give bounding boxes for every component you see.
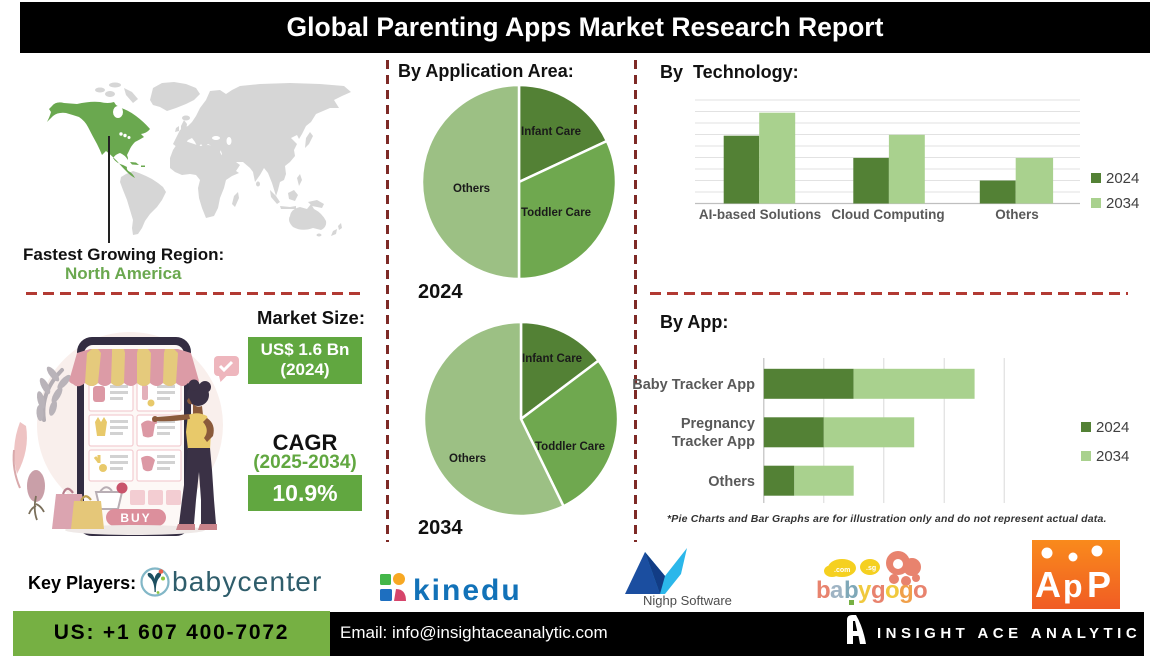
svg-text:y: y <box>858 577 872 604</box>
svg-text:o: o <box>913 577 928 604</box>
svg-text:2024: 2024 <box>1096 419 1129 436</box>
svg-text:.com: .com <box>834 567 850 574</box>
svg-text:2034: 2034 <box>1106 195 1139 212</box>
svg-text:Cloud Computing: Cloud Computing <box>831 207 944 222</box>
svg-text:Pregnancy: Pregnancy <box>681 416 755 432</box>
svg-text:P: P <box>1087 564 1111 605</box>
svg-text:Baby Tracker App: Baby Tracker App <box>632 377 755 393</box>
svg-text:Tracker App: Tracker App <box>672 434 755 450</box>
svg-text:Infant Care: Infant Care <box>522 353 582 365</box>
svg-text:Others: Others <box>449 453 486 465</box>
svg-text:A: A <box>1035 564 1061 605</box>
svg-text:b: b <box>844 577 859 604</box>
svg-text:b: b <box>816 577 831 604</box>
svg-text:p: p <box>1063 568 1083 604</box>
svg-text:AI-based Solutions: AI-based Solutions <box>699 207 821 222</box>
svg-text:o: o <box>885 577 900 604</box>
svg-text:Nighp Software: Nighp Software <box>643 593 732 608</box>
svg-text:a: a <box>830 577 844 604</box>
svg-text:babycenter: babycenter <box>172 566 323 597</box>
svg-text:Toddler Care: Toddler Care <box>535 441 605 453</box>
svg-text:Infant Care: Infant Care <box>521 126 581 138</box>
svg-text:g: g <box>899 577 914 604</box>
svg-text:Others: Others <box>708 474 755 490</box>
svg-text:BUY: BUY <box>120 511 151 525</box>
svg-text:Others: Others <box>995 207 1039 222</box>
svg-text:2034: 2034 <box>1096 448 1129 465</box>
svg-text:kinedu: kinedu <box>413 574 522 607</box>
svg-text:Toddler Care: Toddler Care <box>521 207 591 219</box>
svg-text:Others: Others <box>453 183 490 195</box>
svg-text:.sg: .sg <box>866 565 876 572</box>
svg-text:g: g <box>871 577 886 604</box>
svg-text:2024: 2024 <box>1106 170 1139 187</box>
